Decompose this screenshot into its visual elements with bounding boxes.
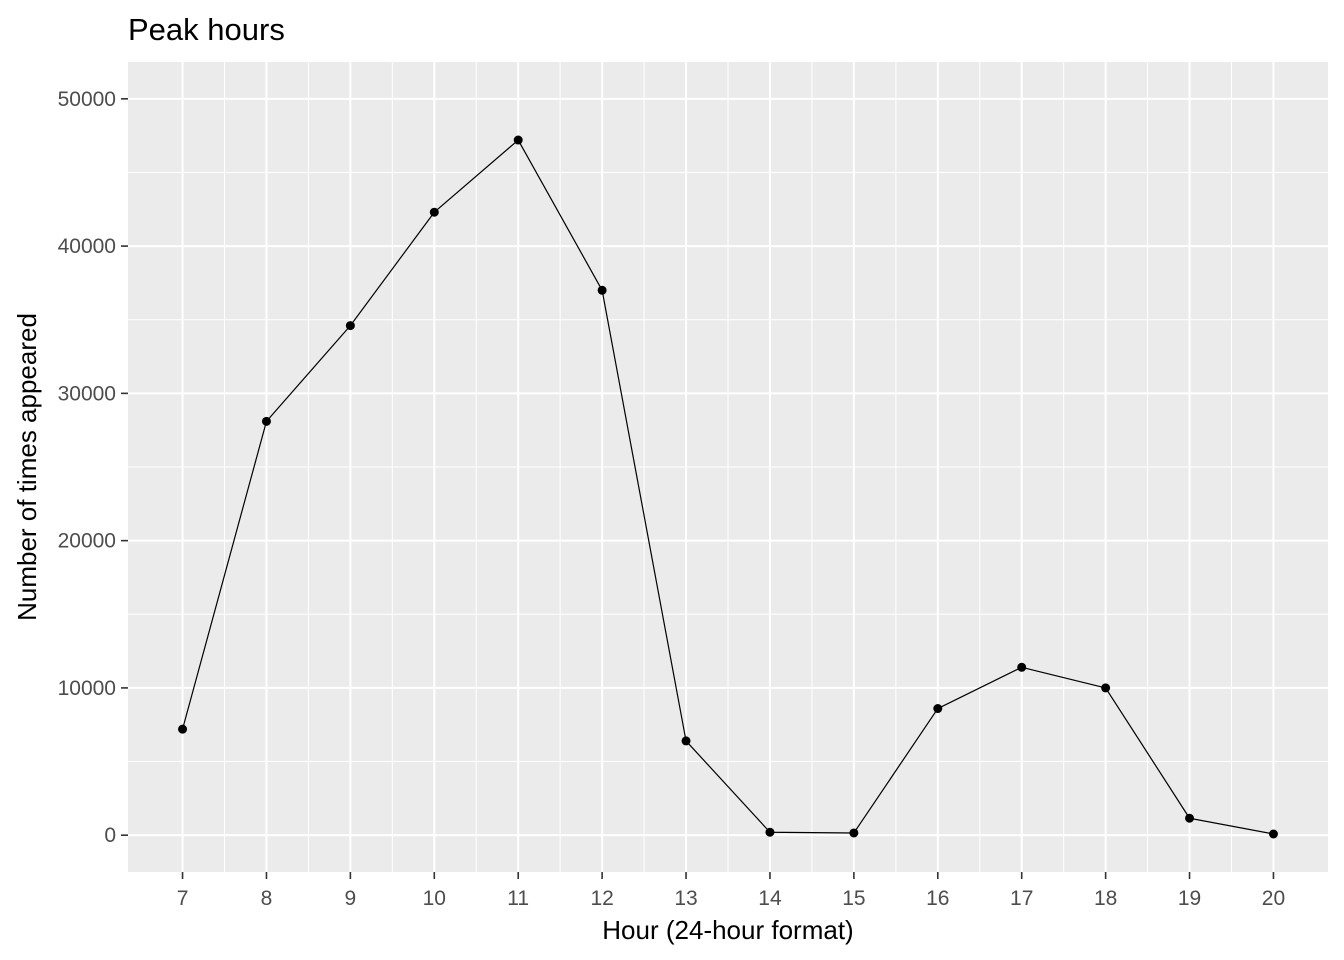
x-tick-label: 15	[842, 887, 865, 910]
data-point	[178, 724, 188, 734]
x-tick-label: 11	[507, 887, 529, 910]
y-tick-label: 20000	[58, 530, 116, 553]
x-tick-label: 19	[1178, 887, 1201, 910]
data-layer	[178, 135, 1278, 839]
x-tick-label: 7	[177, 887, 189, 910]
data-point	[1017, 662, 1027, 672]
data-point	[597, 285, 607, 295]
data-point	[1268, 829, 1278, 839]
x-axis: 7 8 9 10 11 12 13 14 15 16 17 18 19 20	[177, 872, 1285, 910]
x-tick-label: 9	[345, 887, 357, 910]
series-line	[181, 139, 1274, 835]
x-tick-label: 16	[926, 887, 949, 910]
data-point	[261, 416, 271, 426]
x-tick-label: 20	[1262, 887, 1285, 910]
y-axis-title: Number of times appeared	[12, 313, 42, 621]
x-tick-label: 14	[758, 887, 782, 910]
y-tick-label: 0	[104, 824, 116, 847]
y-axis: 0 10000 20000 30000 40000 50000	[58, 88, 128, 847]
y-tick-label: 50000	[58, 88, 116, 111]
minor-gridlines	[128, 62, 1328, 872]
x-tick-label: 17	[1010, 887, 1033, 910]
x-tick-label: 13	[674, 887, 697, 910]
data-point	[1185, 813, 1195, 823]
data-point	[513, 135, 523, 145]
y-tick-label: 30000	[58, 382, 116, 405]
x-tick-label: 18	[1094, 887, 1117, 910]
data-point	[429, 207, 439, 217]
chart-title: Peak hours	[128, 12, 285, 47]
x-tick-label: 10	[423, 887, 446, 910]
y-tick-label: 10000	[58, 677, 116, 700]
y-tick-label: 40000	[58, 235, 116, 258]
x-tick-label: 8	[261, 887, 273, 910]
data-point	[849, 828, 859, 838]
x-axis-title: Hour (24-hour format)	[602, 915, 853, 945]
data-point	[765, 827, 775, 837]
data-point	[1101, 683, 1111, 693]
data-point	[681, 736, 691, 746]
x-tick-label: 12	[590, 887, 613, 910]
data-point	[345, 321, 355, 331]
data-point	[933, 704, 943, 714]
major-gridlines	[128, 62, 1328, 872]
